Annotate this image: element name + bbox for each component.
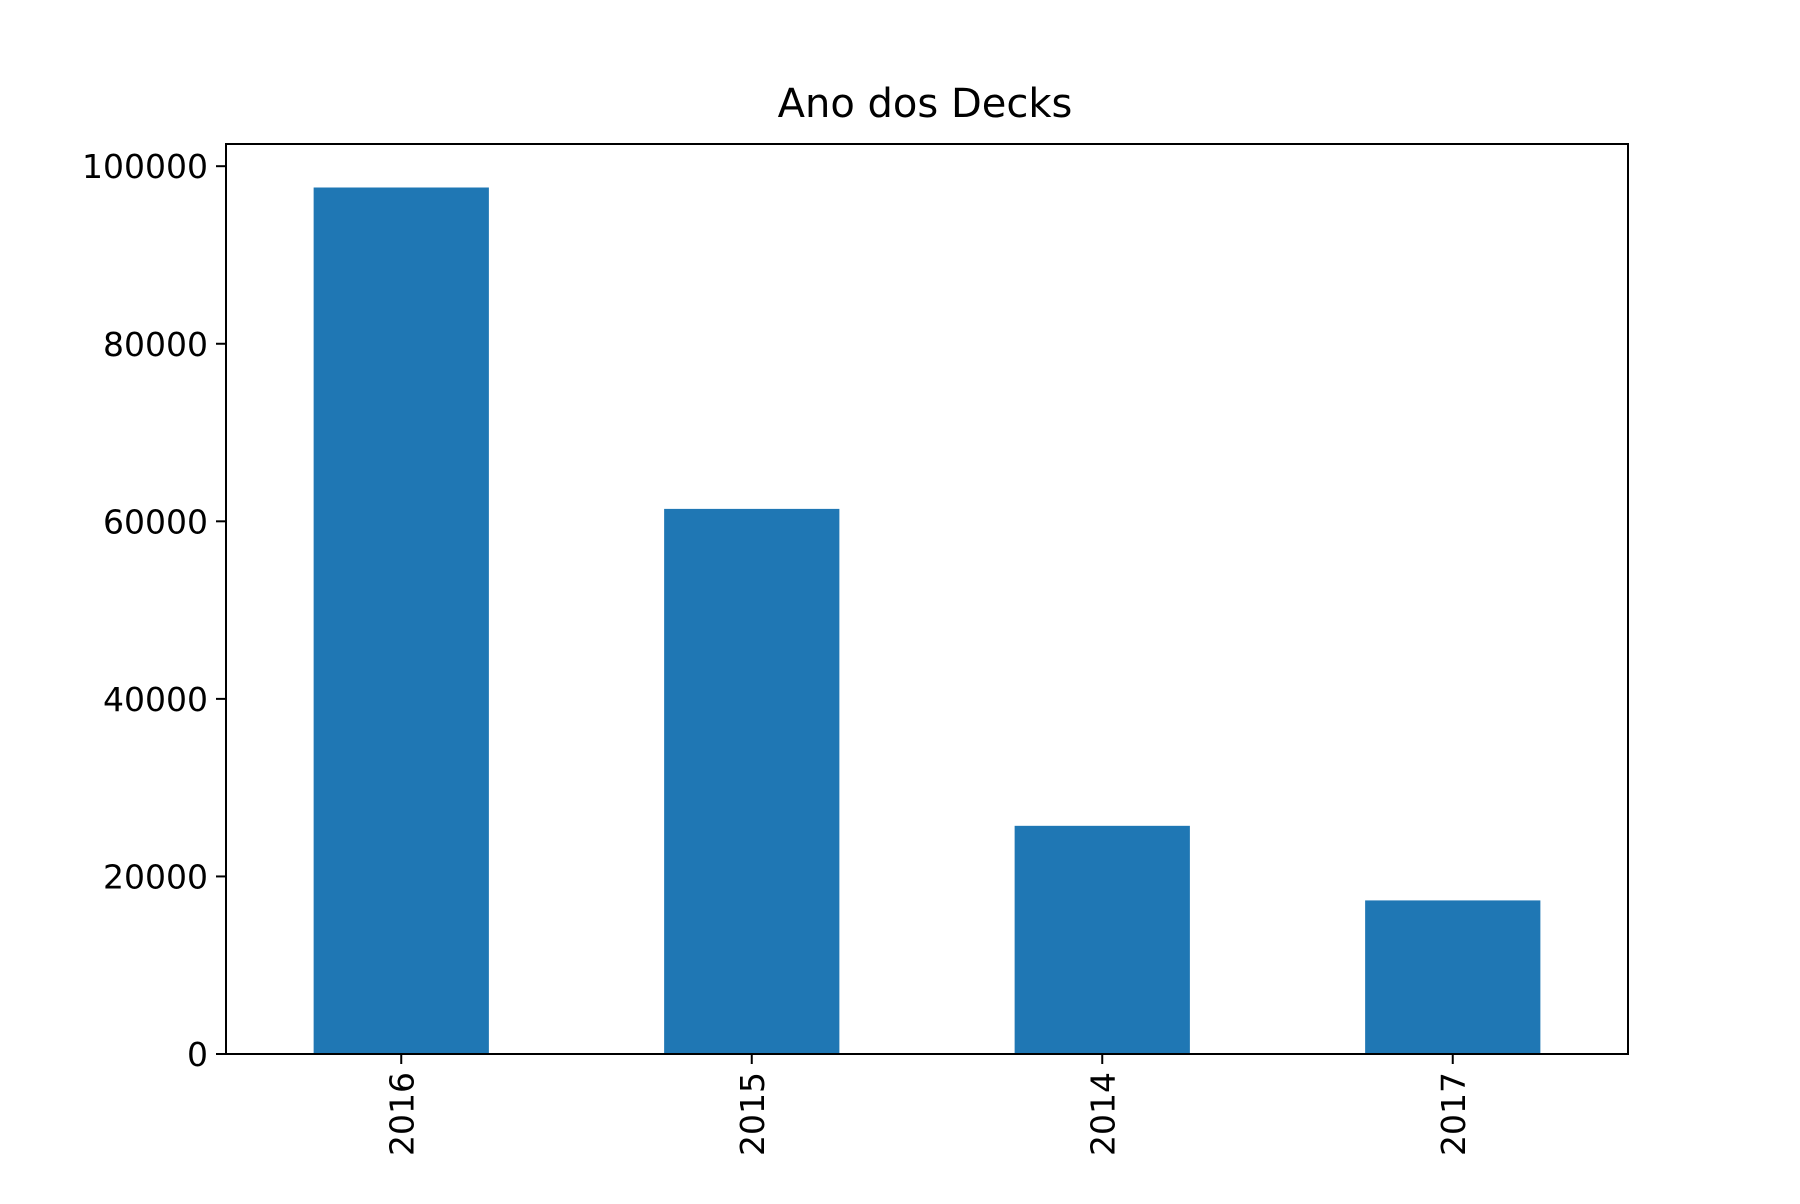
bar-2016 [313, 187, 489, 1054]
bar-2014 [1014, 825, 1190, 1054]
y-tick-label-20000: 20000 [103, 857, 208, 896]
x-tick-label-2015: 2015 [733, 1072, 772, 1156]
y-tick-label-0: 0 [187, 1035, 208, 1074]
x-tick-label-2014: 2014 [1083, 1072, 1122, 1156]
y-tick-label-60000: 60000 [103, 502, 208, 541]
x-tick-label-2016: 2016 [382, 1072, 421, 1156]
y-tick-label-80000: 80000 [103, 325, 208, 364]
y-tick-label-100000: 100000 [82, 147, 208, 186]
plot-frame [225, 143, 1629, 1055]
bar-2015 [664, 508, 840, 1054]
x-tick-label-2017: 2017 [1434, 1072, 1473, 1156]
chart-title: Ano dos Decks [778, 81, 1073, 127]
axes-layer: 2016 2015 2014 2017 0 20000 40000 60000 80000 100… [82, 143, 1629, 1156]
bar-2017 [1365, 900, 1541, 1054]
y-tick-label-40000: 40000 [103, 680, 208, 719]
bars-layer [313, 187, 1541, 1054]
